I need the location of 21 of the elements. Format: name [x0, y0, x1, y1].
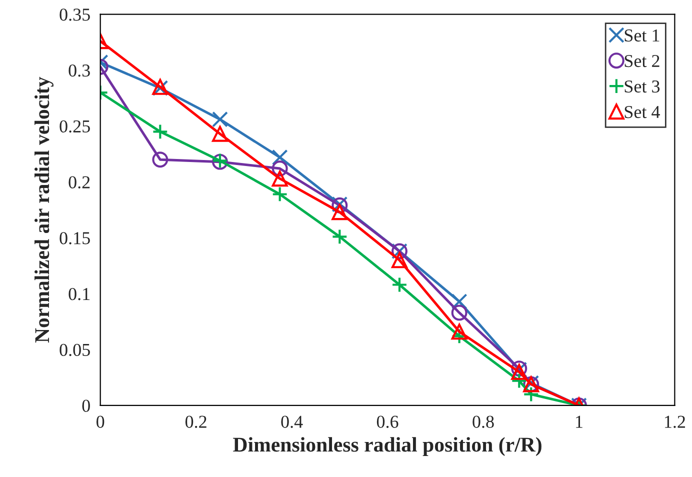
x-tick-label: 0 — [96, 416, 104, 428]
y-tick-label: 0.15 — [60, 232, 90, 244]
y-tick-label: 0.1 — [68, 288, 90, 300]
x-tick-label: 0.8 — [472, 416, 494, 428]
legend-label: Set 3 — [624, 80, 660, 93]
legend-label: Set 1 — [624, 29, 660, 42]
x-tick-label: 1.2 — [665, 416, 685, 428]
y-tick-label: 0.2 — [68, 176, 90, 188]
x-tick-label: 0.2 — [185, 416, 206, 428]
x-axis-title: Dimensionless radial position (r/R) — [233, 437, 542, 456]
legend-label: Set 4 — [624, 106, 660, 118]
y-tick-label: 0.05 — [60, 344, 90, 356]
x-tick-label: 0.4 — [281, 416, 303, 428]
y-tick-label: 0.35 — [60, 8, 90, 21]
y-axis-title: Normalized air radial velocity — [34, 76, 54, 343]
y-tick-label: 0.3 — [68, 64, 90, 77]
x-tick-label: 1 — [576, 416, 582, 428]
y-tick-label: 0 — [82, 400, 90, 412]
x-tick-label: 0.6 — [376, 416, 398, 428]
legend-label: Set 2 — [624, 54, 660, 68]
y-tick-label: 0.25 — [60, 120, 90, 133]
